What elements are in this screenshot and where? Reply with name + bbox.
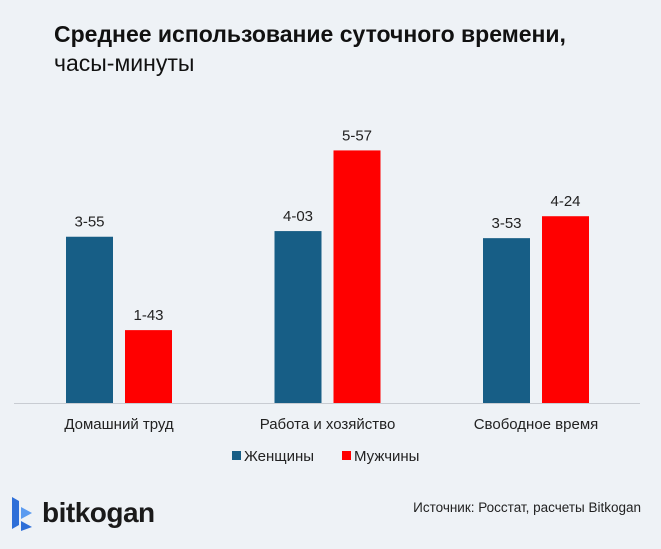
chart-title-unit: часы-минуты <box>54 50 195 76</box>
chart-title: Среднее использование суточного времени,… <box>54 20 614 78</box>
data-label: 5-57 <box>342 127 372 144</box>
source-note: Источник: Росстат, расчеты Bitkogan <box>413 500 641 515</box>
bitkogan-logo-text: bitkogan <box>42 497 155 528</box>
bitkogan-logo-icon <box>12 497 32 531</box>
data-label: 1-43 <box>133 307 163 324</box>
bar-men-2 <box>542 216 589 403</box>
bar-men-0 <box>125 330 172 403</box>
bitkogan-logo: bitkogan <box>10 495 155 531</box>
bar-women-2 <box>483 238 530 403</box>
legend-swatch-women <box>232 451 241 460</box>
legend-swatch-men <box>342 451 351 460</box>
chart-title-bold: Среднее использование суточного времени, <box>54 21 566 47</box>
data-label: 3-55 <box>74 214 104 231</box>
legend-label: Мужчины <box>354 448 419 465</box>
data-label: 4-24 <box>550 193 580 210</box>
data-label: 3-53 <box>491 215 521 232</box>
legend-label: Женщины <box>244 448 314 465</box>
bar-men-1 <box>333 150 381 403</box>
data-label: 4-03 <box>283 208 313 225</box>
bar-women-0 <box>66 236 113 403</box>
category-label: Домашний труд <box>64 416 174 433</box>
bar-women-1 <box>274 231 322 403</box>
category-label: Работа и хозяйство <box>260 416 396 433</box>
category-label: Свободное время <box>474 416 599 433</box>
